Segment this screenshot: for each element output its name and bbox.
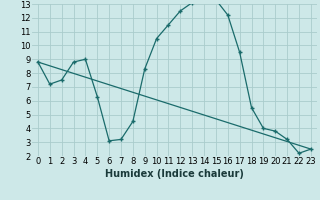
X-axis label: Humidex (Indice chaleur): Humidex (Indice chaleur) bbox=[105, 169, 244, 179]
